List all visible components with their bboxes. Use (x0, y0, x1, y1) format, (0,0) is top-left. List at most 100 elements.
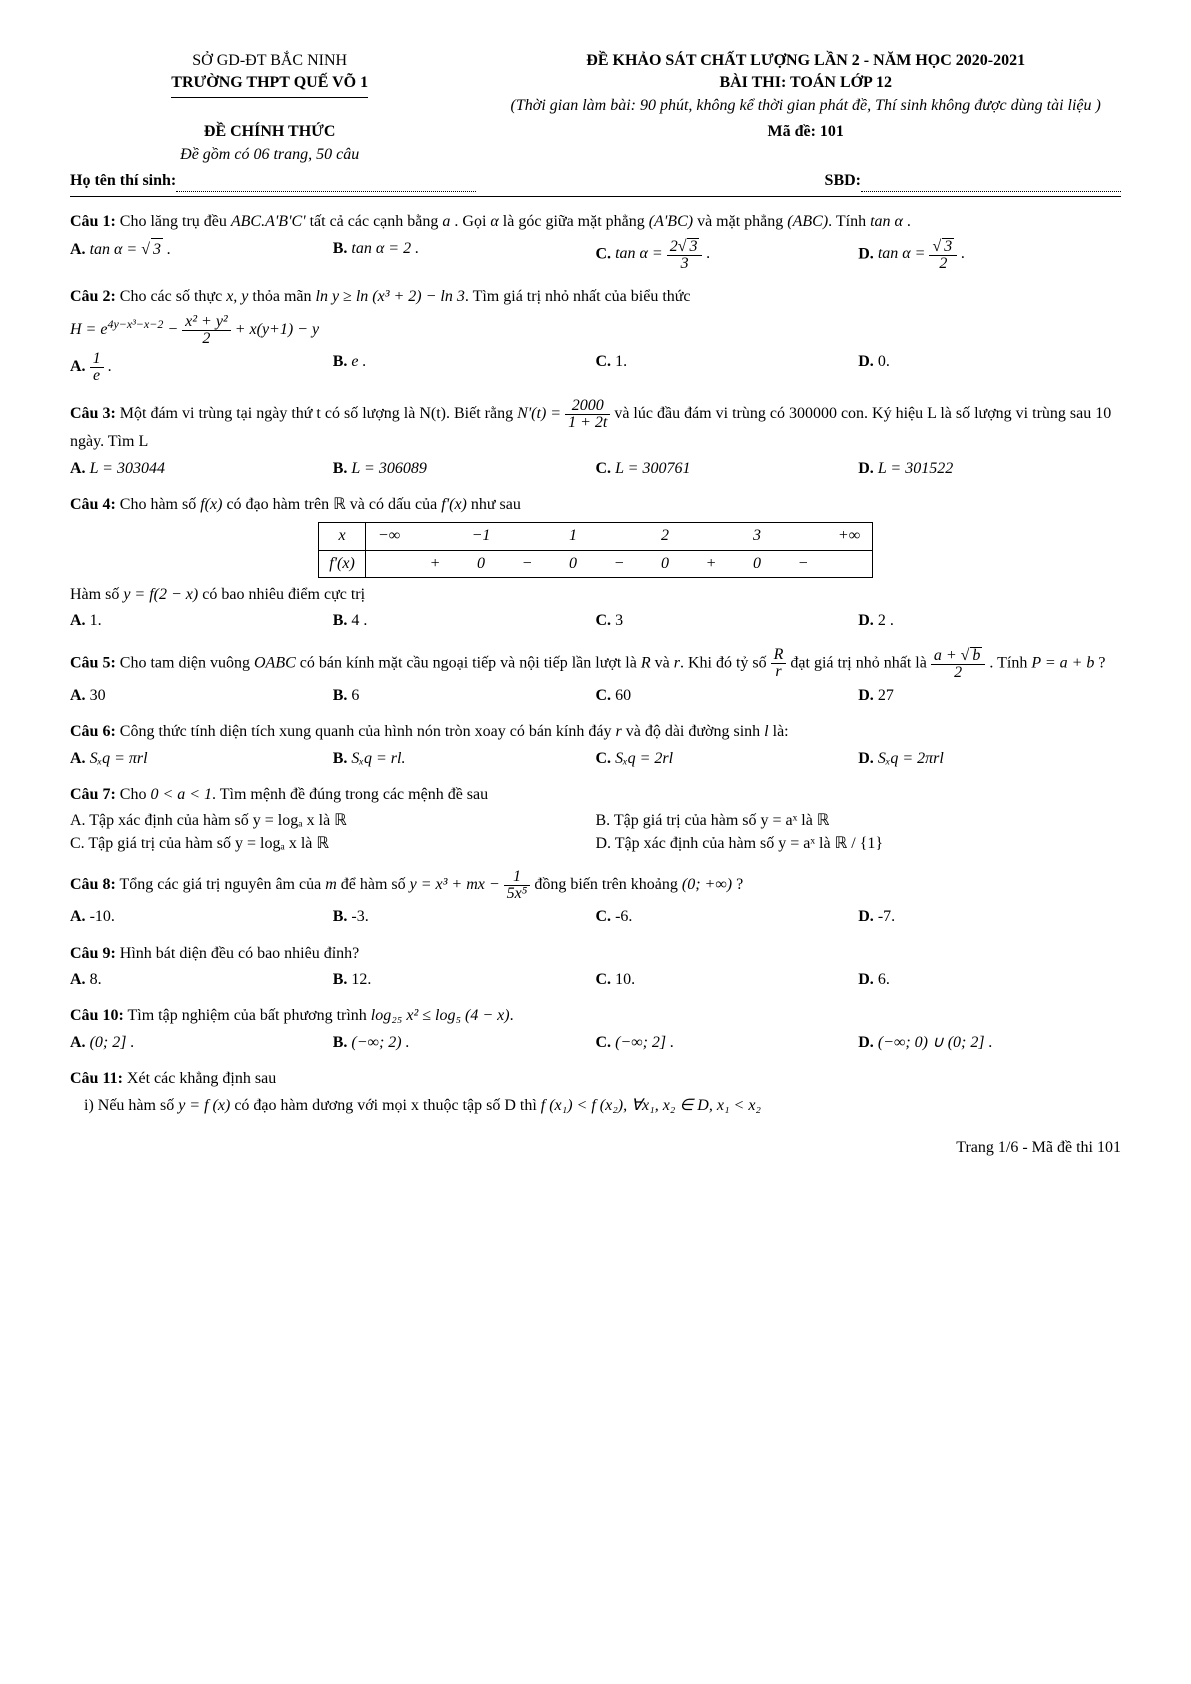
q3-num: Câu 3: (70, 405, 116, 422)
q1-num: Câu 1: (70, 213, 116, 230)
q7-opts: A. Tập xác định của hàm số y = logₐ x là… (70, 810, 1121, 855)
q5-e1: OABC (254, 655, 296, 672)
question-3: Câu 3: Một đám vi trùng tại ngày thứ t c… (70, 398, 1121, 480)
lab-b: B. (333, 1034, 348, 1051)
divider (70, 196, 1121, 197)
sqrt-icon: √ (678, 239, 687, 255)
q1-c-num-l: 2 (670, 238, 678, 255)
st-c: 0 (642, 550, 688, 577)
st-c (504, 523, 550, 550)
q11-ib: có đạo hàm dương với mọi x thuộc tập số … (230, 1097, 540, 1114)
q5-f1n: R (771, 647, 787, 664)
q9-c-val: 10. (615, 971, 635, 988)
official-label: ĐỀ CHÍNH THỨC (70, 121, 469, 143)
q9-t: Hình bát diện đều có bao nhiêu đỉnh? (116, 945, 360, 962)
q1-c-den: 3 (667, 256, 703, 272)
lab-a: A. (70, 358, 86, 375)
lab-b: B. (333, 750, 348, 767)
q3-opt-d: D. L = 301522 (858, 458, 1121, 480)
q1-c-pre: tan α = (615, 245, 667, 262)
name-field: Họ tên thí sinh: (70, 170, 476, 192)
q1-d-den: 2 (929, 256, 957, 272)
q1-e1: ABC.A'B'C' (231, 213, 306, 230)
question-10: Câu 10: Tìm tập nghiệm của bất phương tr… (70, 1005, 1121, 1054)
st-c: 2 (642, 523, 688, 550)
lab-d: D. (858, 245, 874, 262)
q2-a-den: e (90, 368, 104, 384)
q11-num: Câu 11: (70, 1070, 123, 1087)
lab-b: B. (333, 353, 348, 370)
q8-b-val: -3. (351, 908, 368, 925)
q2-tc: . Tìm giá trị nhỏ nhất của biểu thức (465, 288, 691, 305)
q3-nden: 1 + 2t (565, 415, 610, 431)
q4-num: Câu 4: (70, 496, 116, 513)
q11-ie2: f (x₁) < f (x₂), ∀x₁, x₂ ∈ D, x₁ < x₂ (541, 1097, 761, 1114)
lab-a: A. (70, 812, 86, 829)
st-c (780, 523, 826, 550)
lab-c: C. (596, 687, 612, 704)
q1-a-val: tan α = √3 . (90, 241, 171, 258)
q7-d-val: Tập xác định của hàm số y = aˣ là ℝ / {1… (615, 835, 883, 852)
q7-opt-c: C. Tập giá trị của hàm số y = logₐ x là … (70, 833, 596, 855)
sign-row-2: f'(x) + 0 − 0 − 0 + 0 − (319, 550, 873, 577)
q2-H-den: 2 (182, 331, 231, 347)
lab-c: C. (596, 460, 612, 477)
q1-e5: (ABC) (787, 213, 828, 230)
st-c (596, 523, 642, 550)
q4-tf: có bao nhiêu điểm cực trị (198, 586, 365, 603)
header-left-2: ĐỀ CHÍNH THỨC Đề gồm có 06 trang, 50 câu (70, 121, 469, 166)
q4-te: Hàm số (70, 586, 123, 603)
lab-d: D. (858, 612, 874, 629)
q1-e6: tan α (870, 213, 903, 230)
sqrt-icon: √ (961, 648, 970, 664)
q2-d-val: 0. (878, 353, 890, 370)
q10-num: Câu 10: (70, 1007, 124, 1024)
q6-opt-c: C. Sₓq = 2rl (596, 748, 859, 770)
q6-d-val: Sₓq = 2πrl (878, 750, 944, 767)
q9-a-val: 8. (90, 971, 102, 988)
q3-opt-a: A. L = 303044 (70, 458, 333, 480)
q2-H-num: x² + y² (182, 314, 231, 331)
q3-b-val: L = 306089 (351, 460, 426, 477)
q1-e3: α (490, 213, 498, 230)
q8-e2: y = x³ + mx − 15x⁵ (410, 876, 531, 893)
lab-a: A. (70, 971, 86, 988)
q5-te: đạt giá trị nhỏ nhất là (790, 655, 930, 672)
q5-a-val: 30 (90, 687, 106, 704)
lab-c: C. (596, 1034, 612, 1051)
q9-b-val: 12. (351, 971, 371, 988)
q1-tg: . (903, 213, 911, 230)
sbd-dotted (861, 175, 1121, 192)
q6-opts: A. Sₓq = πrl B. Sₓq = rl. C. Sₓq = 2rl D… (70, 748, 1121, 770)
q2-opt-d: D. 0. (858, 351, 1121, 384)
q1-opts: A. tan α = √3 . B. tan α = 2 . C. tan α … (70, 238, 1121, 272)
lab-d: D. (596, 835, 612, 852)
q2-H-exp: 4y−x³−x−2 (107, 317, 163, 331)
q5-tc: và (651, 655, 674, 672)
lab-d: D. (858, 750, 874, 767)
q5-tf: . Tính (989, 655, 1031, 672)
q11-i: i) Nếu hàm số y = f (x) có đạo hàm dương… (84, 1095, 1121, 1117)
q9-d-val: 6. (878, 971, 890, 988)
q9-opts: A. 8. B. 12. C. 10. D. 6. (70, 969, 1121, 991)
exam-title-2: BÀI THI: TOÁN LỚP 12 (490, 72, 1121, 94)
q8-e1: m (325, 876, 337, 893)
q2-H-pre: H = e (70, 321, 107, 338)
q10-b-val: (−∞; 2) . (351, 1034, 409, 1051)
q9-opt-a: A. 8. (70, 969, 333, 991)
q4-c-val: 3 (615, 612, 623, 629)
lab-a: A. (70, 687, 86, 704)
q7-e1: 0 < a < 1 (150, 786, 212, 803)
page-count: Đề gồm có 06 trang, 50 câu (70, 144, 469, 166)
q2-c-val: 1. (615, 353, 627, 370)
q2-H: H = e4y−x³−x−2 − x² + y²2 + x(y+1) − y (70, 314, 1121, 347)
q3-np: N'(t) = (517, 405, 565, 422)
question-6: Câu 6: Công thức tính diện tích xung qua… (70, 721, 1121, 770)
q2-H-tail: + x(y+1) − y (231, 321, 319, 338)
q1-te: và mặt phẳng (693, 213, 787, 230)
lab-a: A. (70, 1034, 86, 1051)
q6-opt-a: A. Sₓq = πrl (70, 748, 333, 770)
q1-d-val: tan α = √32 . (878, 245, 965, 262)
lab-d: D. (858, 460, 874, 477)
q4-e3: y = f(2 − x) (123, 586, 198, 603)
